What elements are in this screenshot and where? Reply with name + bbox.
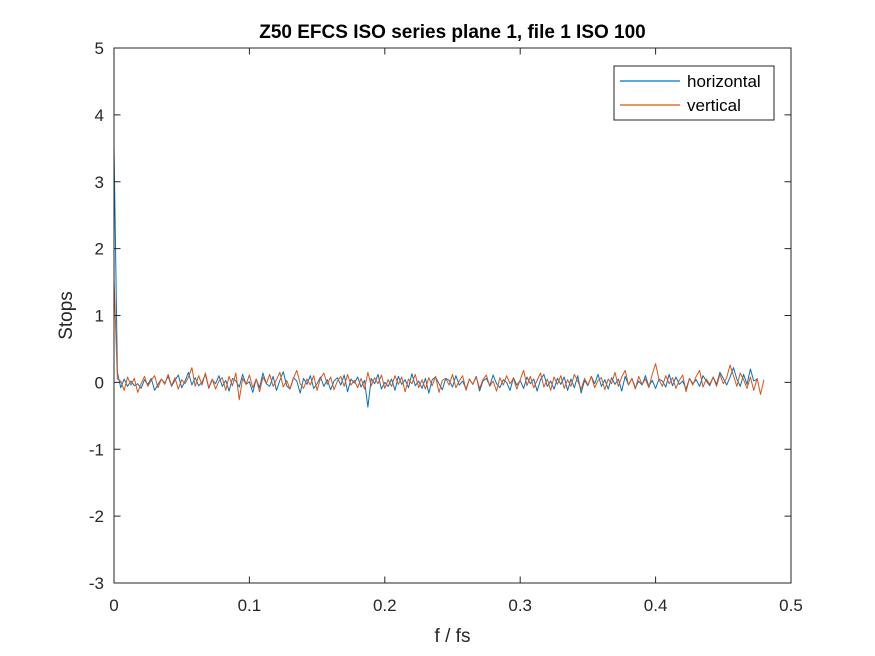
- y-axis-label: Stops: [56, 291, 77, 340]
- y-tick-label: 3: [95, 173, 104, 192]
- x-tick-label: 0.3: [508, 596, 532, 615]
- y-tick-label: -1: [89, 440, 104, 459]
- y-tick-label: -3: [89, 574, 104, 593]
- y-tick-label: 5: [95, 39, 104, 58]
- x-tick-label: 0.5: [779, 596, 803, 615]
- x-axis-label: f / fs: [435, 626, 471, 647]
- x-tick-label: 0.2: [373, 596, 397, 615]
- y-tick-label: -2: [89, 507, 104, 526]
- legend-label-horizontal: horizontal: [687, 72, 761, 91]
- y-tick-label: 1: [95, 307, 104, 326]
- series-line-vertical: [113, 278, 765, 401]
- y-tick-label: 0: [95, 373, 104, 392]
- y-tick-label: 2: [95, 240, 104, 259]
- ticks-layer: 0 0.1 0.2 0.3 0.4 0.5 -3 -2 -1 0 1 2 3 4 5: [89, 39, 803, 615]
- x-tick-label: 0.1: [238, 596, 262, 615]
- legend-label-vertical: vertical: [687, 96, 741, 115]
- legend-box: [613, 65, 775, 121]
- x-tick-label: 0.4: [644, 596, 668, 615]
- y-tick-label: 4: [95, 106, 104, 125]
- plot-area: [114, 48, 791, 583]
- x-tick-label: 0: [109, 596, 118, 615]
- series-layer: [113, 144, 765, 408]
- chart-title: Z50 EFCS ISO series plane 1, file 1 ISO …: [259, 22, 646, 43]
- legend: horizontal vertical: [613, 65, 775, 121]
